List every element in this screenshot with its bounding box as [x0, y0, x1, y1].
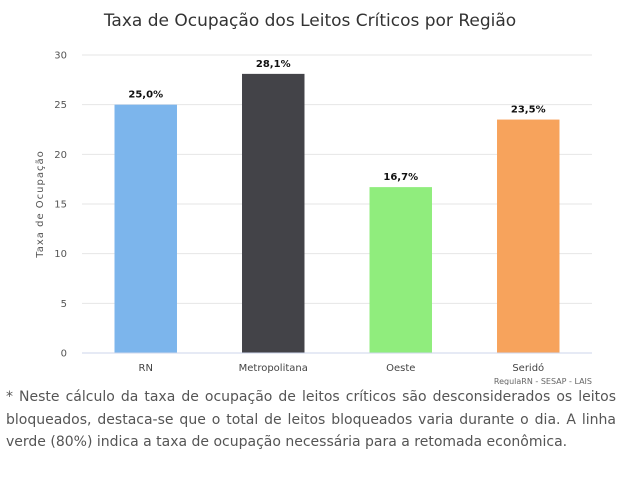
y-tick-label: 10 — [54, 249, 67, 260]
x-category-label: RN — [139, 363, 153, 374]
data-label: 23,5% — [511, 105, 546, 116]
y-axis-ticks: 0 5 10 15 20 25 30 — [54, 51, 67, 360]
bar-chart: Taxa de Ocupação dos Leitos Críticos por… — [35, 11, 592, 385]
x-category-label: Seridó — [512, 362, 544, 374]
data-label: 28,1% — [256, 59, 291, 70]
y-tick-label: 0 — [61, 349, 67, 360]
footnote: * Neste cálculo da taxa de ocupação de l… — [6, 389, 616, 450]
x-category-label: Metropolitana — [239, 363, 308, 374]
data-labels: 25,0% 28,1% 16,7% 23,5% — [128, 59, 545, 183]
y-axis-label: Taxa de Ocupação — [35, 150, 46, 258]
y-tick-label: 20 — [54, 150, 67, 161]
bar — [369, 187, 432, 353]
y-tick-label: 25 — [54, 100, 67, 111]
y-tick-label: 30 — [54, 51, 67, 62]
bar — [497, 119, 560, 353]
y-tick-label: 5 — [61, 299, 67, 310]
x-axis-labels: RN Metropolitana Oeste Seridó — [139, 362, 545, 374]
chart-title: Taxa de Ocupação dos Leitos Críticos por… — [103, 11, 516, 31]
bar — [114, 104, 177, 354]
chart-credits: RegulaRN - SESAP - LAIS — [494, 377, 592, 385]
bar — [242, 73, 305, 353]
bars — [114, 73, 560, 354]
x-category-label: Oeste — [386, 363, 415, 374]
y-tick-label: 15 — [54, 200, 67, 211]
data-label: 25,0% — [128, 90, 163, 101]
data-label: 16,7% — [383, 172, 418, 183]
